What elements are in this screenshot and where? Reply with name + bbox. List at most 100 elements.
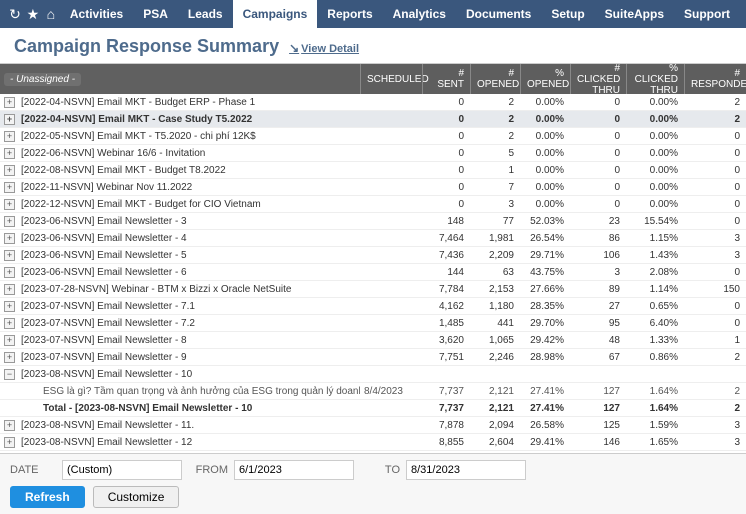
from-date-input[interactable] (234, 460, 354, 480)
col-scheduled[interactable]: SCHEDULED (360, 64, 422, 94)
to-date-input[interactable] (406, 460, 526, 480)
cell-resp: 2 (684, 383, 746, 399)
nav-item-support[interactable]: Support (674, 0, 740, 28)
table-row[interactable]: [2023-06-NSVN] Email Newsletter - 57,436… (0, 247, 746, 264)
row-name: [2022-04-NSVN] Email MKT - Case Study T5… (21, 111, 252, 127)
table-row[interactable]: [2023-08-NSVN] Email Newsletter - 13+7,8… (0, 451, 746, 453)
expand-icon[interactable] (4, 97, 15, 108)
star-icon[interactable]: ★ (24, 6, 42, 23)
expand-icon[interactable] (4, 284, 15, 295)
expand-icon[interactable] (4, 216, 15, 227)
cell-ct: 48 (570, 332, 626, 348)
cell-pct: 0.00% (626, 196, 684, 212)
table-row[interactable]: [2022-06-NSVN] Webinar 16/6 - Invitation… (0, 145, 746, 162)
row-name: Total - [2023-08-NSVN] Email Newsletter … (43, 400, 252, 416)
table-row[interactable]: [2023-07-28-NSVN] Webinar - BTM x Bizzi … (0, 281, 746, 298)
table-row[interactable]: [2022-11-NSVN] Webinar Nov 11.2022070.00… (0, 179, 746, 196)
collapse-icon[interactable] (4, 369, 15, 380)
table-row[interactable]: [2022-05-NSVN] Email MKT - T5.2020 - chi… (0, 128, 746, 145)
expand-icon[interactable] (4, 250, 15, 261)
history-icon[interactable]: ↻ (6, 6, 24, 23)
cell-ct: 23 (570, 213, 626, 229)
table-row[interactable]: [2022-04-NSVN] Email MKT - Budget ERP - … (0, 94, 746, 111)
view-detail-label: View Detail (301, 43, 359, 55)
nav-item-campaigns[interactable]: Campaigns (233, 0, 318, 28)
nav-item-activities[interactable]: Activities (60, 0, 133, 28)
row-name: ESG là gì? Tầm quan trọng và ảnh hưởng c… (43, 383, 360, 399)
table-row[interactable]: [2023-08-NSVN] Email Newsletter - 10 (0, 366, 746, 383)
cell-sent: 148 (422, 213, 470, 229)
table-row[interactable]: [2023-08-NSVN] Email Newsletter - 128,85… (0, 434, 746, 451)
table-row[interactable]: [2023-07-NSVN] Email Newsletter - 83,620… (0, 332, 746, 349)
table-row[interactable]: [2023-07-NSVN] Email Newsletter - 7.21,4… (0, 315, 746, 332)
cell-pct: 1.34% (626, 451, 684, 453)
col-pct-opened[interactable]: %OPENED (520, 64, 570, 94)
cell-sent: 0 (422, 162, 470, 178)
expand-icon[interactable] (4, 182, 15, 193)
cell-open: 5 (470, 145, 520, 161)
cell-sched (360, 111, 422, 127)
cell-sent: 7,826 (422, 451, 470, 453)
table-row[interactable]: [2023-06-NSVN] Email Newsletter - 314877… (0, 213, 746, 230)
col-pct-clicked-thru[interactable]: % CLICKEDTHRU (626, 64, 684, 94)
cell-open: 77 (470, 213, 520, 229)
cell-pct: 15.54% (626, 213, 684, 229)
cell-ct: 89 (570, 281, 626, 297)
expand-icon[interactable] (4, 352, 15, 363)
expand-icon[interactable] (4, 199, 15, 210)
cell-sent: 4,162 (422, 298, 470, 314)
nav-item-suiteapps[interactable]: SuiteApps (595, 0, 674, 28)
expand-icon[interactable] (4, 267, 15, 278)
nav-item-documents[interactable]: Documents (456, 0, 541, 28)
expand-icon[interactable] (4, 301, 15, 312)
col-clicked-thru[interactable]: # CLICKEDTHRU (570, 64, 626, 94)
cell-ct: 105 (570, 451, 626, 453)
nav-item-psa[interactable]: PSA (133, 0, 178, 28)
nav-item-leads[interactable]: Leads (178, 0, 233, 28)
expand-icon[interactable] (4, 114, 15, 125)
cell-resp (684, 366, 746, 382)
expand-icon[interactable] (4, 437, 15, 448)
spacer (26, 386, 37, 397)
table-row[interactable]: [2023-07-NSVN] Email Newsletter - 7.14,1… (0, 298, 746, 315)
table-row[interactable]: [2023-08-NSVN] Email Newsletter - 11.7,8… (0, 417, 746, 434)
expand-icon[interactable] (4, 131, 15, 142)
col-opened[interactable]: #OPENED (470, 64, 520, 94)
nav-item-analytics[interactable]: Analytics (383, 0, 456, 28)
nav-item-setup[interactable]: Setup (541, 0, 594, 28)
table-row[interactable]: Total - [2023-08-NSVN] Email Newsletter … (0, 400, 746, 417)
date-select[interactable] (62, 460, 182, 480)
customize-button[interactable]: Customize (93, 486, 180, 508)
grid-body[interactable]: [2022-04-NSVN] Email MKT - Budget ERP - … (0, 94, 746, 453)
table-row[interactable]: [2022-12-NSVN] Email MKT - Budget for CI… (0, 196, 746, 213)
cell-ct: 0 (570, 196, 626, 212)
expand-icon[interactable] (4, 335, 15, 346)
table-row[interactable]: [2023-07-NSVN] Email Newsletter - 97,751… (0, 349, 746, 366)
table-row[interactable]: ESG là gì? Tầm quan trọng và ảnh hưởng c… (0, 383, 746, 400)
table-row[interactable]: [2023-06-NSVN] Email Newsletter - 614463… (0, 264, 746, 281)
expand-icon[interactable] (4, 148, 15, 159)
table-row[interactable]: [2022-04-NSVN] Email MKT - Case Study T5… (0, 111, 746, 128)
nav-item-reports[interactable]: Reports (317, 0, 382, 28)
cell-ct: 106 (570, 247, 626, 263)
expand-icon[interactable] (4, 165, 15, 176)
expand-icon[interactable] (4, 318, 15, 329)
home-icon[interactable]: ⌂ (42, 6, 60, 22)
cell-open: 1,981 (470, 230, 520, 246)
cell-sched (360, 213, 422, 229)
cell-sent: 7,878 (422, 417, 470, 433)
cell-resp: 0 (684, 196, 746, 212)
col-responded[interactable]: #RESPONDED (684, 64, 746, 94)
cell-sched (360, 230, 422, 246)
view-detail-link[interactable]: ↘View Detail (289, 41, 359, 55)
cell-sched (360, 400, 422, 416)
table-row[interactable]: [2022-08-NSVN] Email MKT - Budget T8.202… (0, 162, 746, 179)
expand-icon[interactable] (4, 233, 15, 244)
cell-open: 2 (470, 111, 520, 127)
table-row[interactable]: [2023-06-NSVN] Email Newsletter - 47,464… (0, 230, 746, 247)
refresh-button[interactable]: Refresh (10, 486, 85, 508)
expand-icon[interactable] (4, 420, 15, 431)
report-grid: - Unassigned - SCHEDULED #SENT #OPENED %… (0, 63, 746, 453)
cell-ct: 67 (570, 349, 626, 365)
col-sent[interactable]: #SENT (422, 64, 470, 94)
